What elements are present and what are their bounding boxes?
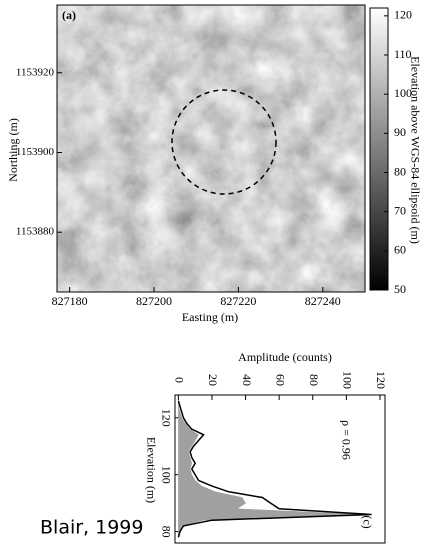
amplitude-tick-label: 100 xyxy=(341,371,355,389)
x-tick-label: 827220 xyxy=(220,294,256,308)
area xyxy=(178,401,363,538)
colorbar-tick-label: 90 xyxy=(394,125,406,139)
credit: Blair, 1999 xyxy=(40,517,143,539)
amplitude-tick-label: 20 xyxy=(206,374,220,386)
elevation-image xyxy=(57,5,365,292)
colorbar-tick-label: 50 xyxy=(394,282,406,296)
amplitude-tick-label: 120 xyxy=(374,371,388,389)
elevation-tick-label: 120 xyxy=(159,409,173,427)
x-tick-label: 827200 xyxy=(136,294,172,308)
elevation-label: Elevation (m) xyxy=(144,437,158,503)
y-tick-label: 1153920 xyxy=(16,66,55,78)
y-tick-label: 1153900 xyxy=(16,146,55,158)
amplitude-tick-label: 0 xyxy=(173,377,187,383)
panel-label: (c) xyxy=(360,515,374,528)
colorbar-tick-label: 120 xyxy=(394,8,412,22)
amplitude-tick-label: 60 xyxy=(273,374,287,386)
colorbar-tick-label: 60 xyxy=(394,243,406,257)
amplitude-tick-label: 40 xyxy=(240,374,254,386)
amplitude-label: Amplitude (counts) xyxy=(238,350,332,364)
figure: (a) Easting (m) Northing (m) Elevation a… xyxy=(0,0,428,547)
colorbar xyxy=(370,8,388,290)
x-axis-label: Easting (m) xyxy=(182,310,238,324)
elevation-tick-label: 80 xyxy=(159,526,173,538)
colorbar-tick-label: 110 xyxy=(394,47,412,61)
x-tick-label: 827240 xyxy=(305,294,341,308)
x-tick-label: 827180 xyxy=(52,294,88,308)
amplitude-tick-label: 80 xyxy=(307,374,321,386)
annotation: ρ = 0.96 xyxy=(339,420,353,460)
y-tick-label: 1153880 xyxy=(16,226,55,238)
colorbar-label: Elevation above WGS-84 ellipsoid (m) xyxy=(408,56,422,244)
panel-label: (a) xyxy=(62,8,76,22)
elevation-tick-label: 100 xyxy=(159,466,173,484)
colorbar-tick-label: 70 xyxy=(394,203,406,217)
colorbar-tick-label: 100 xyxy=(394,86,412,100)
colorbar-tick-label: 80 xyxy=(394,164,406,178)
